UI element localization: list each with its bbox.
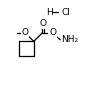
Text: H: H xyxy=(46,8,52,17)
Text: NH₂: NH₂ xyxy=(61,35,78,44)
Text: O: O xyxy=(22,28,29,37)
Text: O: O xyxy=(40,19,47,28)
Text: O: O xyxy=(49,28,56,37)
Text: Cl: Cl xyxy=(61,8,70,17)
